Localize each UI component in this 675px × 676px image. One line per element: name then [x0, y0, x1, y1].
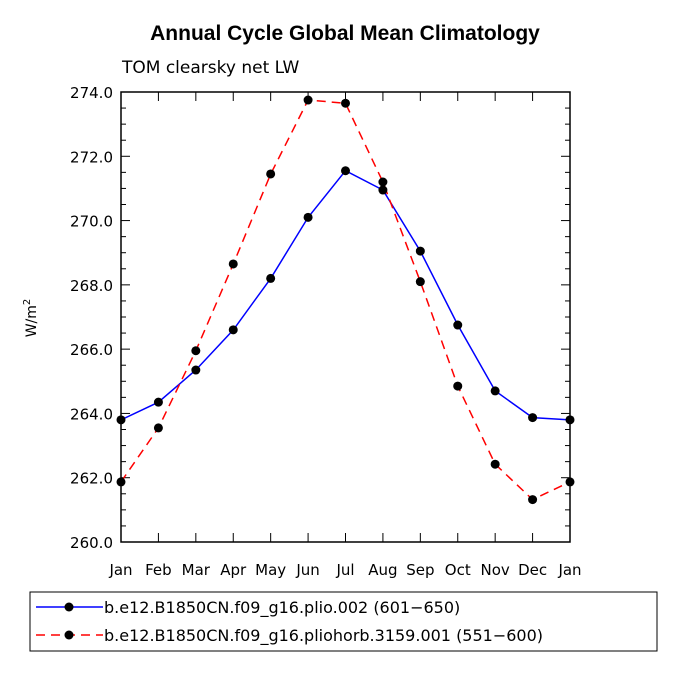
x-tick-label: Dec	[518, 561, 547, 579]
data-point-1	[303, 212, 313, 222]
x-tick-label: Jan	[557, 561, 581, 579]
legend-box	[29, 591, 658, 652]
legend-marker-2	[64, 630, 74, 640]
y-axis-label-exponent: 2	[22, 299, 33, 305]
y-tick-label: 266.0	[70, 341, 113, 359]
x-tick-label: Mar	[182, 561, 211, 579]
y-tick-label: 274.0	[70, 84, 113, 102]
chart-title: Annual Cycle Global Mean Climatology	[150, 22, 540, 45]
data-point-2	[415, 277, 425, 287]
data-point-2	[453, 381, 463, 391]
y-tick-label: 260.0	[70, 534, 113, 552]
y-tick-label: 262.0	[70, 470, 113, 488]
y-axis-label-base: W/m	[24, 305, 40, 337]
chart-subtitle: TOM clearsky net LW	[121, 58, 300, 78]
legend-entry-1: b.e12.B1850CN.f09_g16.plio.002 (601−650)	[36, 598, 460, 618]
data-point-2	[116, 477, 126, 487]
x-tick-label: Jun	[295, 561, 319, 579]
x-tick-label: Oct	[445, 561, 471, 579]
y-axis-label: W/m2	[22, 299, 40, 338]
y-tick-label: 272.0	[70, 148, 113, 166]
data-point-1	[378, 185, 388, 195]
x-tick-label: Jan	[108, 561, 132, 579]
data-point-2	[303, 95, 313, 105]
series-line-1	[120, 169, 571, 421]
data-point-1	[191, 365, 201, 375]
y-tick-label: 268.0	[70, 277, 113, 295]
x-tick-label: Nov	[481, 561, 510, 579]
data-point-2	[191, 346, 201, 356]
data-point-2	[341, 98, 350, 108]
data-point-1	[453, 320, 463, 330]
legend-label-1: b.e12.B1850CN.f09_g16.plio.002 (601−650)	[104, 598, 460, 618]
x-tick-label: Sep	[406, 561, 434, 579]
data-point-1	[565, 415, 575, 425]
plot-frame	[120, 91, 571, 543]
x-tick-label: May	[255, 561, 286, 579]
data-point-1	[341, 166, 350, 176]
y-tick-label: 270.0	[70, 213, 113, 231]
x-tick-label: Jul	[335, 561, 354, 579]
x-tick-label: Feb	[145, 561, 172, 579]
data-point-1	[266, 273, 276, 283]
data-point-1	[116, 415, 126, 425]
legend-entry-2: b.e12.B1850CN.f09_g16.pliohorb.3159.001 …	[36, 626, 543, 646]
y-tick-labels: 260.0 262.0 264.0 266.0 268.0 270.0 272.0 274.0	[70, 84, 113, 552]
x-tick-label: Apr	[220, 561, 247, 579]
axis-ticks	[120, 91, 571, 543]
x-tick-label: Aug	[368, 561, 397, 579]
data-point-1	[228, 325, 238, 335]
series-group	[116, 95, 575, 505]
data-point-2	[490, 459, 500, 469]
data-point-2	[528, 495, 538, 505]
series-line-2	[120, 99, 571, 501]
data-point-2	[266, 169, 276, 179]
data-point-1	[153, 397, 163, 407]
y-tick-label: 264.0	[70, 405, 113, 423]
legend-marker-1	[64, 602, 74, 612]
data-point-2	[565, 477, 575, 487]
data-point-1	[528, 413, 538, 423]
svg-text:W/m2: W/m2	[22, 299, 40, 338]
data-point-2	[153, 423, 163, 433]
data-point-1	[490, 386, 500, 396]
x-tick-labels: Jan Feb Mar Apr May Jun Jul Aug Sep Oct Nov Dec Jan	[108, 561, 581, 579]
legend-label-2: b.e12.B1850CN.f09_g16.pliohorb.3159.001 …	[104, 626, 543, 646]
data-point-2	[378, 177, 388, 187]
data-point-2	[228, 259, 238, 269]
data-point-1	[415, 246, 425, 256]
